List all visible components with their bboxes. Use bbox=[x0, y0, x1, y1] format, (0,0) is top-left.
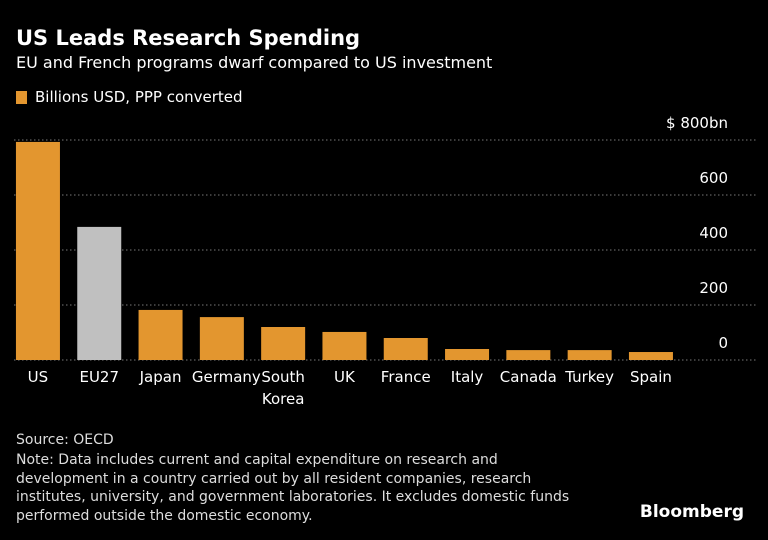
bar bbox=[138, 309, 183, 360]
y-tick-label: 400 bbox=[699, 224, 728, 242]
bar bbox=[15, 141, 60, 360]
x-tick-label: France bbox=[380, 368, 431, 386]
bar bbox=[445, 349, 490, 360]
x-tick-label: Spain bbox=[629, 368, 672, 386]
x-tick-label: Italy bbox=[450, 368, 484, 386]
x-tick-label: UK bbox=[334, 368, 355, 386]
bar bbox=[628, 352, 673, 360]
bar bbox=[77, 226, 122, 360]
bar bbox=[261, 327, 306, 360]
bar bbox=[199, 317, 244, 360]
brand: Bloomberg bbox=[639, 502, 744, 522]
note: Note: Data includes current and capital … bbox=[16, 452, 570, 524]
chart bbox=[14, 139, 756, 361]
bar bbox=[567, 350, 612, 360]
chart-title: US Leads Research Spending bbox=[16, 26, 361, 50]
x-tick-label: South Korea bbox=[261, 368, 305, 408]
x-tick-label: Canada bbox=[499, 368, 557, 386]
bar bbox=[506, 350, 551, 360]
x-tick-label: Turkey bbox=[565, 368, 615, 386]
y-tick-label: $ 800bn bbox=[666, 114, 728, 132]
bar bbox=[383, 338, 428, 360]
x-tick-label: EU27 bbox=[79, 368, 120, 386]
x-tick-label: Japan bbox=[139, 368, 182, 386]
y-tick-label: 200 bbox=[699, 279, 728, 297]
y-tick-label: 0 bbox=[718, 334, 728, 352]
legend: Billions USD, PPP converted bbox=[16, 88, 243, 106]
y-tick-label: 600 bbox=[699, 169, 728, 187]
source: Source: OECD bbox=[16, 432, 114, 448]
x-tick-label: US bbox=[27, 368, 49, 386]
bar bbox=[322, 331, 367, 360]
legend-label: Billions USD, PPP converted bbox=[35, 88, 243, 106]
x-tick-label: Germany bbox=[191, 368, 261, 386]
chart-subtitle: EU and French programs dwarf compared to… bbox=[16, 53, 493, 72]
legend-swatch bbox=[16, 90, 27, 104]
